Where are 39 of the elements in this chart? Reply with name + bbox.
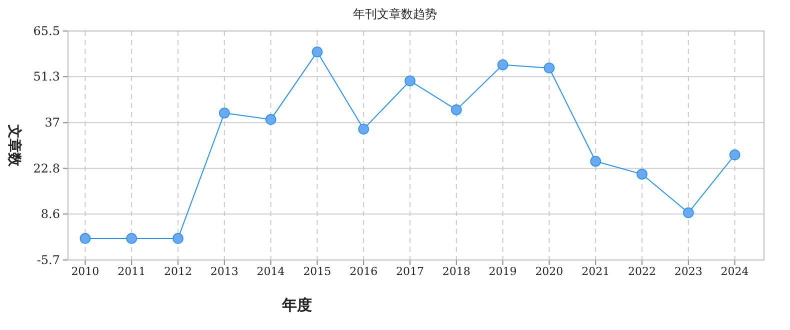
x-axis-title: 年度 (281, 296, 312, 314)
x-tick-label: 2020 (535, 265, 564, 278)
point (172, 233, 184, 244)
x-tick-label: 2017 (396, 265, 424, 278)
point (312, 46, 323, 58)
y-axis-title: 文章数 (6, 124, 23, 168)
y-tick-label: 8.6 (40, 207, 60, 222)
point (219, 108, 230, 118)
point (80, 233, 91, 244)
point (404, 75, 416, 86)
point (544, 62, 555, 74)
point (683, 207, 694, 218)
x-tick-label: 2015 (303, 265, 332, 278)
x-tick-label: 2010 (71, 265, 100, 278)
point (729, 149, 740, 160)
point (265, 114, 276, 125)
y-tick-label: 22.8 (33, 161, 60, 176)
x-tick-label: 2016 (350, 265, 378, 278)
x-tick-label: 2023 (674, 265, 702, 278)
chart-title: 年刊文章数趋势 (353, 7, 437, 21)
point (590, 156, 601, 167)
y-tick-label: 37 (44, 116, 60, 130)
x-tick-label: 2011 (118, 265, 146, 278)
x-tick-label: 2014 (256, 265, 285, 278)
x-tick-label: 2022 (628, 265, 656, 278)
y-tick-label: 51.3 (33, 70, 60, 84)
point (636, 168, 648, 180)
x-tick-label: 2013 (210, 265, 238, 278)
point (451, 104, 462, 116)
x-tick-label: 2012 (164, 265, 192, 278)
x-tick-label: 2018 (442, 265, 470, 278)
y-tick-label: -5.7 (36, 253, 60, 267)
point (126, 233, 137, 244)
y-tick-label: 65.5 (33, 24, 60, 38)
x-tick-label: 2021 (582, 265, 610, 278)
point (358, 124, 369, 134)
x-tick-label: 2024 (720, 265, 749, 278)
x-tick-label: 2019 (488, 265, 517, 278)
point (497, 59, 508, 70)
